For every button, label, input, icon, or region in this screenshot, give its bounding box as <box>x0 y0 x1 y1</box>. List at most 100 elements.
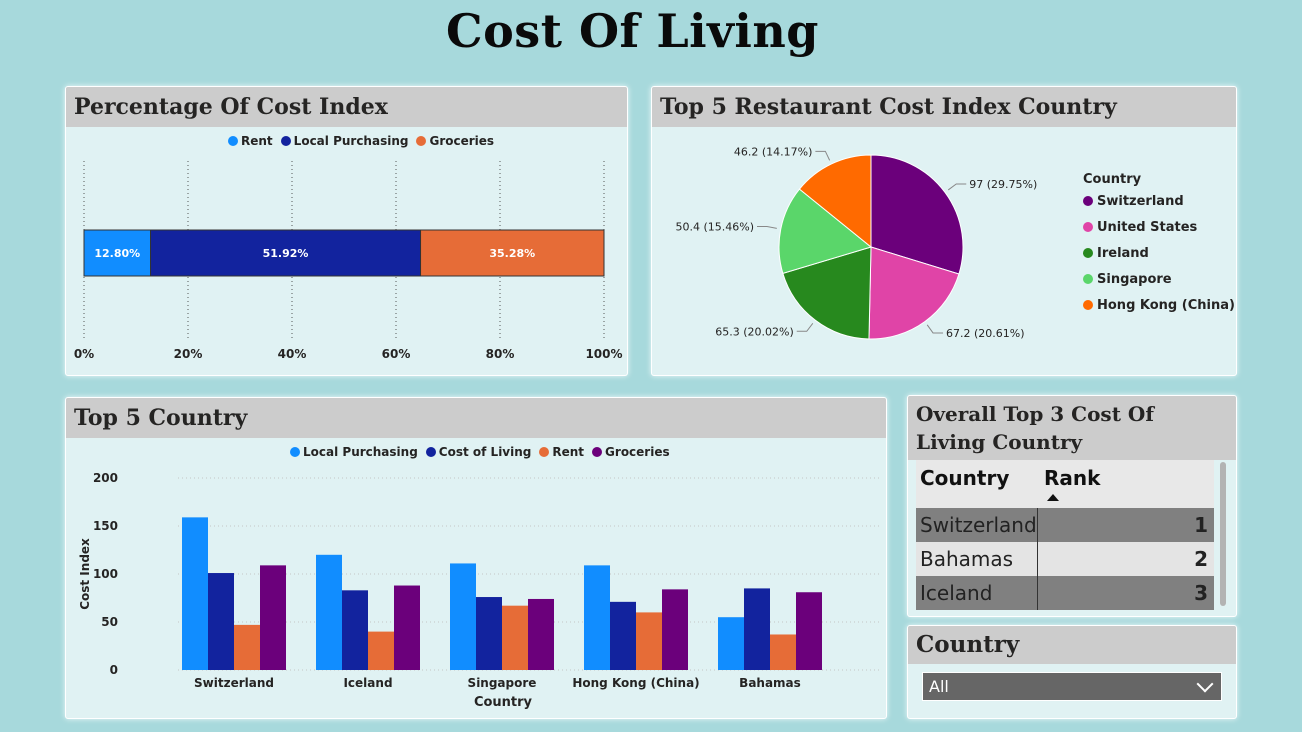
legend-entry[interactable]: Cost of Living <box>425 445 531 459</box>
pie-slice <box>868 246 960 340</box>
leader-line <box>926 324 944 334</box>
x-tick-label: Singapore <box>468 676 537 690</box>
panel-title-restaurant: Top 5 Restaurant Cost Index Country <box>652 87 1236 127</box>
legend-dot <box>1083 222 1093 232</box>
country-dropdown[interactable]: All <box>922 672 1222 701</box>
data-label: 46.2 (14.17%) <box>734 145 813 158</box>
legend-dot <box>1083 196 1093 206</box>
bar-segment <box>150 229 422 277</box>
x-tick-label: Bahamas <box>739 676 801 690</box>
bar <box>662 589 688 670</box>
pie-chart: 97 (29.75%) 67.2 (20.61%) 65.3 (20.02%) 50.… <box>675 145 1234 340</box>
panel-overall-top3: Overall Top 3 Cost Of Living Country Cou… <box>907 395 1237 617</box>
bar <box>796 592 822 670</box>
legend-entry[interactable]: Local Purchasing <box>280 134 408 148</box>
pie-slice <box>798 154 872 249</box>
legend-label: Rent <box>241 134 273 148</box>
legend-label: United States <box>1097 220 1198 235</box>
rank-table-header: Country Rank <box>916 460 1214 508</box>
leader-line <box>815 150 831 161</box>
table-scrollbar[interactable] <box>1220 462 1226 606</box>
x-tick-label: 60% <box>382 347 411 361</box>
bar <box>744 588 770 670</box>
x-tick-label: 20% <box>174 347 203 361</box>
column-header-rank-label: Rank <box>1044 466 1101 490</box>
bar <box>476 597 502 670</box>
panel-title-top5: Top 5 Country <box>66 398 886 438</box>
legend-dot <box>290 447 300 457</box>
bar <box>234 624 260 670</box>
panel-restaurant-cost-index: Top 5 Restaurant Cost Index Country 97 (… <box>651 86 1237 376</box>
x-tick-label: 40% <box>278 347 307 361</box>
legend-dot <box>1083 300 1093 310</box>
legend-entry[interactable]: Groceries <box>592 445 670 459</box>
legend-dot <box>228 136 238 146</box>
y-tick-label: 50 <box>101 615 118 629</box>
bar <box>718 617 744 670</box>
legend-entry[interactable]: Groceries <box>416 134 494 148</box>
bar-segment <box>420 229 605 277</box>
bar <box>342 590 368 670</box>
y-tick-label: 200 <box>93 471 118 485</box>
clustered-bar-chart: 0 50 100 150 200 Cost Index Switzerland Iceland… <box>78 471 881 710</box>
x-tick-label: Hong Kong (China) <box>572 676 699 690</box>
panel-percentage-cost-index: Percentage Of Cost Index Rent Local Purch… <box>65 86 628 376</box>
bar <box>260 565 286 670</box>
column-header-rank[interactable]: Rank <box>1038 460 1214 508</box>
y-axis-label: Cost Index <box>78 538 92 610</box>
y-tick-label: 100 <box>93 567 118 581</box>
data-label: 67.2 (20.61%) <box>946 327 1025 340</box>
x-tick-label: 100% <box>585 347 622 361</box>
table-row[interactable]: Switzerland 1 <box>916 508 1214 542</box>
x-axis-label: Country <box>474 695 533 710</box>
bar <box>770 634 796 670</box>
table-cell-rank: 1 <box>1194 513 1208 537</box>
table-cell-country: Iceland <box>916 576 1038 610</box>
data-label: 97 (29.75%) <box>969 178 1037 191</box>
bar <box>316 554 342 670</box>
legend-label: Rent <box>552 445 585 459</box>
data-label: 65.3 (20.02%) <box>715 325 794 338</box>
rank-table: Country Rank Switzerland 1 Bahamas 2 Ice… <box>916 460 1214 610</box>
bar <box>394 585 420 670</box>
y-tick-label: 150 <box>93 519 118 533</box>
column-header-country[interactable]: Country <box>920 466 1010 490</box>
table-row[interactable]: Bahamas 2 <box>916 542 1214 576</box>
bar <box>182 517 208 670</box>
legend-dot <box>425 447 436 457</box>
leader-line <box>947 183 967 191</box>
legend-label: Groceries <box>429 134 495 148</box>
legend-entry[interactable]: Rent <box>228 134 273 148</box>
legend-dot <box>592 447 603 457</box>
table-cell-rank: 2 <box>1194 547 1208 571</box>
pie-slice <box>870 154 964 275</box>
bar <box>208 573 234 670</box>
x-tick-label: Iceland <box>343 676 392 690</box>
legend-label: Switzerland <box>1097 194 1184 209</box>
x-tick-label: 0% <box>74 347 94 361</box>
legend-label: Singapore <box>1097 272 1172 287</box>
legend-dot <box>280 136 291 146</box>
bar <box>584 565 610 670</box>
legend-dot <box>1083 248 1093 258</box>
legend-entry[interactable]: Rent <box>539 445 584 459</box>
sort-ascending-icon <box>1047 494 1059 501</box>
legend-percentage: Rent Local Purchasing Groceries <box>228 134 494 148</box>
legend-entry[interactable]: Local Purchasing <box>290 445 418 459</box>
panel-title-slicer: Country <box>908 626 1236 664</box>
panel-title-overall: Overall Top 3 Cost Of Living Country <box>908 396 1236 460</box>
stacked-bar-chart: 0% 20% 40% 60% 80% 100% 12.80% 51.92% 35.28% <box>74 161 623 361</box>
table-row[interactable]: Iceland 3 <box>916 576 1214 610</box>
x-tick-label: 80% <box>486 347 515 361</box>
panel-country-slicer: Country All <box>907 625 1237 719</box>
legend-top5: Local Purchasing Cost of Living Rent Grocer… <box>290 445 670 459</box>
data-label: 12.80% <box>94 247 140 260</box>
legend-label: Local Purchasing <box>303 445 418 459</box>
bar <box>450 563 476 670</box>
panel-top5-country: Top 5 Country Local Purchasing Cost of Li… <box>65 397 887 719</box>
data-label: 35.28% <box>489 247 535 260</box>
data-label: 51.92% <box>263 247 309 260</box>
table-cell-country: Switzerland <box>916 508 1038 542</box>
leader-line <box>757 225 777 229</box>
y-tick-label: 0 <box>110 663 118 677</box>
